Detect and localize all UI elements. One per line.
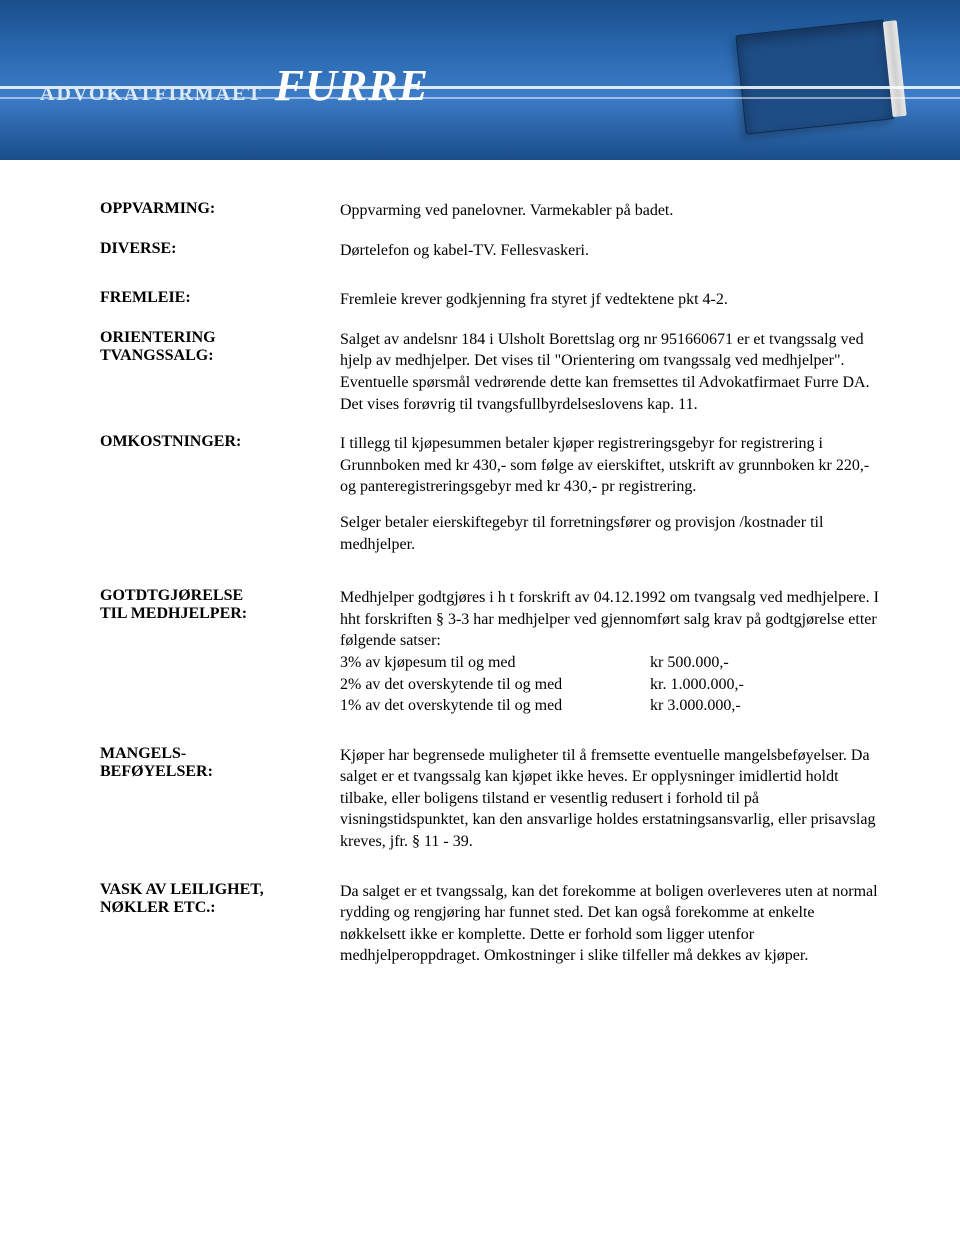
label-mangels-1: MANGELS- <box>100 745 186 762</box>
rate-row: 1% av det overskytende til og med kr 3.0… <box>340 695 880 717</box>
firm-name: FURRE <box>275 60 429 111</box>
label-godtgjorelse: GOTDTGJØRELSE TIL MEDHJELPER: <box>100 587 340 717</box>
document-body: OPPVARMING: Oppvarming ved panelovner. V… <box>0 160 960 1045</box>
section-orientering: ORIENTERING TVANGSSALG: Salget av andels… <box>100 329 880 415</box>
book-icon <box>734 1 917 148</box>
section-diverse: DIVERSE: Dørtelefon og kabel-TV. Fellesv… <box>100 240 880 262</box>
label-orientering-1: ORIENTERING <box>100 329 216 346</box>
omkostninger-p1: I tillegg til kjøpesummen betaler kjøper… <box>340 433 880 498</box>
value-oppvarming: Oppvarming ved panelovner. Varmekabler p… <box>340 200 880 222</box>
rates-list: 3% av kjøpesum til og med kr 500.000,- 2… <box>340 652 880 717</box>
value-orientering: Salget av andelsnr 184 i Ulsholt Boretts… <box>340 329 880 415</box>
section-omkostninger: OMKOSTNINGER: I tillegg til kjøpesummen … <box>100 433 880 569</box>
label-vask: VASK AV LEILIGHET, NØKLER ETC.: <box>100 881 340 967</box>
godtgjorelse-intro: Medhjelper godtgjøres i h t forskrift av… <box>340 589 879 649</box>
section-mangels: MANGELS- BEFØYELSER: Kjøper har begrense… <box>100 745 880 853</box>
value-diverse: Dørtelefon og kabel-TV. Fellesvaskeri. <box>340 240 880 262</box>
value-godtgjorelse: Medhjelper godtgjøres i h t forskrift av… <box>340 587 880 717</box>
rate-amount: kr 500.000,- <box>650 652 729 674</box>
rate-desc: 3% av kjøpesum til og med <box>340 652 650 674</box>
label-vask-1: VASK AV LEILIGHET, <box>100 881 264 898</box>
omkostninger-p2: Selger betaler eierskiftegebyr til forre… <box>340 512 880 555</box>
label-mangels: MANGELS- BEFØYELSER: <box>100 745 340 853</box>
section-fremleie: FREMLEIE: Fremleie krever godkjenning fr… <box>100 289 880 311</box>
section-godtgjorelse: GOTDTGJØRELSE TIL MEDHJELPER: Medhjelper… <box>100 587 880 717</box>
label-mangels-2: BEFØYELSER: <box>100 763 213 780</box>
header-banner: ADVOKATFIRMAET FURRE <box>0 0 960 160</box>
value-fremleie: Fremleie krever godkjenning fra styret j… <box>340 289 880 311</box>
label-fremleie: FREMLEIE: <box>100 289 340 311</box>
value-mangels: Kjøper har begrensede muligheter til å f… <box>340 745 880 853</box>
rate-amount: kr. 1.000.000,- <box>650 674 744 696</box>
section-oppvarming: OPPVARMING: Oppvarming ved panelovner. V… <box>100 200 880 222</box>
value-omkostninger: I tillegg til kjøpesummen betaler kjøper… <box>340 433 880 569</box>
rate-row: 2% av det overskytende til og med kr. 1.… <box>340 674 880 696</box>
rate-amount: kr 3.000.000,- <box>650 695 741 717</box>
label-orientering-2: TVANGSSALG: <box>100 347 214 364</box>
label-oppvarming: OPPVARMING: <box>100 200 340 222</box>
rate-desc: 1% av det overskytende til og med <box>340 695 650 717</box>
label-godtgjorelse-1: GOTDTGJØRELSE <box>100 587 243 604</box>
label-diverse: DIVERSE: <box>100 240 340 262</box>
rate-desc: 2% av det overskytende til og med <box>340 674 650 696</box>
label-omkostninger: OMKOSTNINGER: <box>100 433 340 569</box>
label-orientering: ORIENTERING TVANGSSALG: <box>100 329 340 415</box>
firm-prefix: ADVOKATFIRMAET <box>40 83 263 106</box>
value-vask: Da salget er et tvangssalg, kan det fore… <box>340 881 880 967</box>
firm-logo: ADVOKATFIRMAET FURRE <box>40 60 429 111</box>
label-vask-2: NØKLER ETC.: <box>100 899 216 916</box>
label-godtgjorelse-2: TIL MEDHJELPER: <box>100 605 247 622</box>
rate-row: 3% av kjøpesum til og med kr 500.000,- <box>340 652 880 674</box>
section-vask: VASK AV LEILIGHET, NØKLER ETC.: Da salge… <box>100 881 880 967</box>
